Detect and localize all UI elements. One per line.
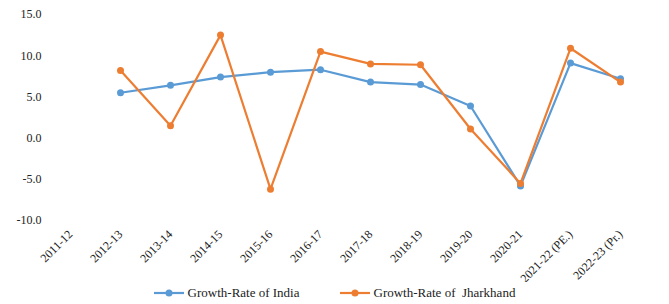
- svg-text:2012-13: 2012-13: [87, 227, 125, 265]
- html-text:Growth-Rate of Jharkhand: Growth-Rate of Jharkhand: [373, 285, 516, 300]
- svg-text:2015-16: 2015-16: [237, 227, 275, 265]
- svg-text:2014-15: 2014-15: [187, 227, 225, 265]
- svg-text:2018-19: 2018-19: [387, 227, 425, 265]
- svg-text:2019-20: 2019-20: [437, 227, 475, 265]
- svg-text:10.0: 10.0: [21, 49, 42, 63]
- html-text:Growth-Rate of India: Growth-Rate of India: [187, 285, 300, 300]
- svg-text:5.0: 5.0: [27, 90, 42, 104]
- svg-text:2021-22 (PE.): 2021-22 (PE.): [517, 227, 575, 282]
- svg-text:0.0: 0.0: [27, 131, 42, 145]
- svg-text:2016-17: 2016-17: [287, 227, 325, 265]
- svg-text:-10.0: -10.0: [17, 213, 42, 227]
- svg-text:2022-23 (Pr.): 2022-23 (Pr.): [570, 227, 625, 282]
- svg-text:2013-14: 2013-14: [137, 227, 175, 265]
- svg-text:15.0: 15.0: [21, 7, 42, 21]
- svg-text:2020-21: 2020-21: [487, 227, 525, 265]
- svg-text:2011-12: 2011-12: [37, 227, 75, 265]
- svg-text:-5.0: -5.0: [23, 172, 42, 186]
- svg-text:2017-18: 2017-18: [337, 227, 375, 265]
